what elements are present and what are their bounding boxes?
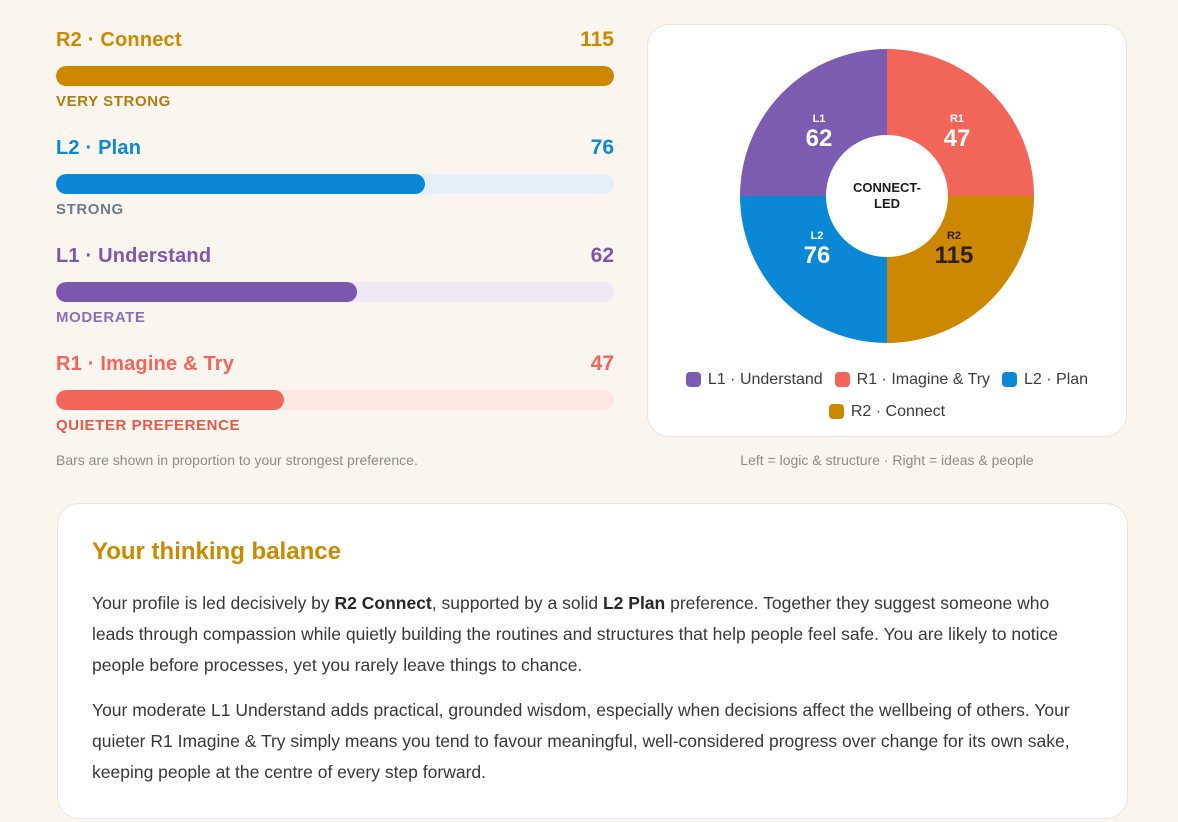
bar-header: L1 · Understand 62 bbox=[56, 244, 614, 272]
donut-center bbox=[826, 135, 948, 257]
bar-score: 47 bbox=[590, 352, 614, 375]
bar-level: MODERATE bbox=[56, 309, 146, 326]
slice-value-label: 62 bbox=[806, 125, 833, 152]
chart-note: Left = logic & structure · Right = ideas… bbox=[740, 452, 1034, 468]
legend-item: R2 · Connect bbox=[828, 397, 946, 426]
slice-code-label: R2 bbox=[947, 230, 961, 242]
bar-fill bbox=[56, 66, 614, 86]
bar-label: L1 · Understand bbox=[56, 245, 212, 267]
legend-item: L1 · Understand bbox=[685, 365, 823, 394]
bar-row: R1 · Imagine & Try 47 QUIETER PREFERENCE bbox=[56, 352, 614, 460]
legend-label: R1 · Imagine & Try bbox=[856, 371, 991, 388]
bar-header: R1 · Imagine & Try 47 bbox=[56, 352, 614, 380]
preference-bars: R2 · Connect 115 VERY STRONG L2 · Plan 76 STR… bbox=[56, 28, 614, 460]
bar-level: VERY STRONG bbox=[56, 93, 171, 110]
bar-track bbox=[56, 66, 614, 86]
bar-score: 115 bbox=[580, 28, 614, 51]
bar-fill bbox=[56, 174, 425, 194]
legend-swatch bbox=[1002, 372, 1018, 387]
bar-fill bbox=[56, 390, 285, 410]
p1-text-2: , supported by a solid bbox=[431, 593, 603, 613]
bar-row: L1 · Understand 62 MODERATE bbox=[56, 244, 614, 352]
bar-label: R1 · Imagine & Try bbox=[56, 353, 235, 375]
bar-level: STRONG bbox=[56, 201, 124, 218]
bar-score: 76 bbox=[590, 136, 614, 159]
slice-code-label: R1 bbox=[950, 113, 964, 125]
chart-card: CONNECT- LED L1 62 R1 47 R2 115 L2 76 L1 · Unders… bbox=[647, 24, 1127, 437]
balance-paragraph-2: Your moderate L1 Understand adds practic… bbox=[92, 700, 1070, 782]
bar-row: L2 · Plan 76 STRONG bbox=[56, 136, 614, 244]
bar-track bbox=[56, 174, 614, 194]
thinking-balance-card: Your thinking balance Your profile is le… bbox=[57, 503, 1128, 819]
p1-bold-r2: R2 Connect bbox=[334, 593, 432, 613]
legend-swatch bbox=[685, 372, 701, 387]
bar-track bbox=[56, 390, 614, 410]
bar-label: R2 · Connect bbox=[56, 29, 182, 51]
bar-fill bbox=[56, 282, 357, 302]
balance-title: Your thinking balance bbox=[92, 538, 341, 565]
bar-header: R2 · Connect 115 bbox=[56, 28, 614, 56]
chart-legend: L1 · Understand R1 · Imagine & Try L2 · Pl… bbox=[668, 365, 1106, 429]
legend-swatch bbox=[834, 372, 850, 387]
legend-label: R2 · Connect bbox=[850, 403, 946, 420]
slice-value-label: 47 bbox=[944, 125, 971, 152]
p1-text-3: preference. Together they suggest someon… bbox=[92, 593, 1059, 675]
legend-item: L2 · Plan bbox=[1002, 365, 1088, 394]
legend-item: R1 · Imagine & Try bbox=[834, 365, 991, 394]
slice-code-label: L1 bbox=[813, 113, 826, 125]
bars-note: Bars are shown in proportion to your str… bbox=[56, 452, 418, 468]
legend-label: L1 · Understand bbox=[707, 371, 823, 388]
slice-code-label: L2 bbox=[811, 230, 824, 242]
bar-level: QUIETER PREFERENCE bbox=[56, 417, 241, 434]
p1-bold-l2: L2 Plan bbox=[602, 593, 666, 613]
bar-row: R2 · Connect 115 VERY STRONG bbox=[56, 28, 614, 136]
center-label-line: CONNECT- bbox=[853, 180, 921, 195]
slice-value-label: 76 bbox=[804, 242, 831, 269]
legend-label: L2 · Plan bbox=[1024, 371, 1089, 388]
p1-text-1: Your profile is led decisively by bbox=[92, 593, 335, 613]
bar-score: 62 bbox=[590, 244, 614, 267]
bar-header: L2 · Plan 76 bbox=[56, 136, 614, 164]
bar-track bbox=[56, 282, 614, 302]
slice-value-label: 115 bbox=[935, 242, 974, 269]
legend-swatch bbox=[828, 404, 844, 419]
bar-label: L2 · Plan bbox=[56, 137, 142, 159]
balance-paragraph-1: Your profile is led decisively by R2 Con… bbox=[92, 588, 1093, 681]
center-label-line: LED bbox=[874, 196, 900, 211]
